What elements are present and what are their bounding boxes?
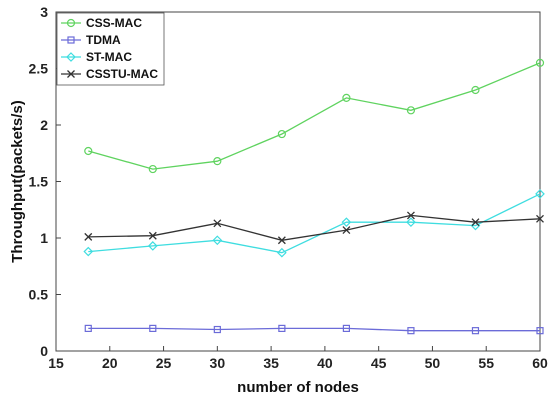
y-tick-label: 1 (40, 230, 48, 246)
data-point-css-mac (148, 164, 157, 174)
data-point-csstu-mac (471, 218, 480, 227)
data-point-csstu-mac (406, 211, 415, 220)
y-tick-label: 2 (40, 117, 48, 133)
data-point-tdma (342, 324, 350, 332)
x-tick-label: 45 (371, 355, 387, 371)
axis-ticks: 15 20 25 30 35 40 45 50 55 60 0 0.5 1 1.5 2 2.5 3 (29, 4, 548, 371)
series-line-st-mac (88, 193, 541, 254)
y-tick-label: 2.5 (29, 61, 49, 77)
data-point-css-mac (84, 146, 93, 156)
data-point-csstu-mac (536, 214, 544, 223)
data-point-st-mac (277, 247, 287, 258)
series-line-tdma (88, 327, 540, 332)
legend-marker (67, 70, 75, 78)
y-tick-label: 0 (40, 343, 48, 359)
legend-marker (66, 52, 76, 62)
data-point-csstu-mac (213, 219, 222, 228)
y-axis-label: Throughput(packets/s) (9, 100, 26, 263)
legend-item-csstu-mac: CSSTU-MAC (61, 67, 158, 81)
x-tick-label: 30 (210, 355, 226, 371)
x-tick-label: 35 (263, 355, 279, 371)
data-point-css-mac (213, 157, 222, 166)
x-tick-label: 40 (317, 355, 333, 371)
data-point-st-mac (212, 235, 223, 246)
data-point-tdma (149, 324, 157, 332)
data-point-csstu-mac (148, 231, 157, 240)
legend-label: CSSTU-MAC (86, 67, 158, 81)
data-point-st-mac (406, 217, 416, 228)
data-point-tdma (471, 327, 480, 335)
x-tick-label: 60 (532, 355, 548, 371)
data-point-csstu-mac (277, 236, 286, 245)
data-point-tdma (536, 327, 544, 335)
legend-item-st-mac: ST-MAC (61, 50, 132, 64)
data-point-css-mac (406, 106, 416, 115)
data-point-tdma (278, 324, 286, 332)
x-tick-label: 15 (48, 355, 64, 371)
y-tick-label: 1.5 (29, 174, 49, 190)
data-point-st-mac (535, 189, 545, 199)
data-point-css-mac (277, 129, 286, 139)
data-point-css-mac (471, 85, 480, 95)
data-point-st-mac (147, 241, 158, 251)
x-axis-label: number of nodes (237, 379, 359, 396)
series-st-mac (83, 189, 545, 258)
data-point-css-mac (535, 58, 545, 67)
legend-item-css-mac: CSS-MAC (61, 16, 142, 30)
legend-label: ST-MAC (86, 50, 132, 64)
data-point-st-mac (341, 217, 352, 228)
data-point-st-mac (83, 246, 94, 257)
legend-box (56, 12, 165, 86)
x-tick-label: 55 (478, 355, 494, 371)
legend-label: TDMA (86, 33, 121, 47)
data-point-csstu-mac (342, 226, 351, 235)
y-tick-label: 0.5 (29, 287, 49, 303)
legend-marker (67, 36, 75, 44)
data-point-csstu-mac (84, 232, 93, 241)
series-css-mac (84, 58, 545, 174)
legend-label: CSS-MAC (86, 16, 142, 30)
series-line-csstu-mac (88, 214, 541, 241)
y-tick-label: 3 (40, 4, 48, 20)
legend: CSS-MAC TDMA ST-MAC CSSTU-MAC (56, 12, 165, 86)
x-tick-label: 20 (102, 355, 118, 371)
series-line-css-mac (88, 62, 541, 170)
series-tdma (84, 324, 544, 335)
legend-item-tdma: TDMA (61, 33, 121, 47)
x-tick-label: 50 (425, 355, 441, 371)
series-layer (83, 58, 545, 335)
data-point-css-mac (342, 93, 351, 102)
x-tick-label: 25 (156, 355, 172, 371)
series-csstu-mac (84, 211, 544, 245)
data-point-tdma (84, 324, 92, 332)
data-point-tdma (407, 327, 415, 335)
data-point-tdma (213, 325, 221, 334)
legend-marker (66, 18, 76, 28)
